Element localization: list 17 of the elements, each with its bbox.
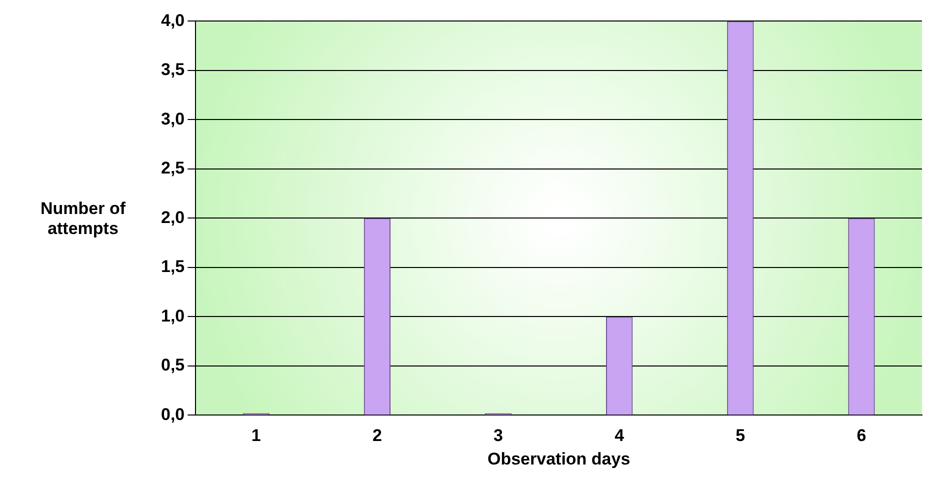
x-tick-label: 5 <box>736 426 746 446</box>
y-tick-label: 1,5 <box>160 257 185 276</box>
y-tick-label: 2,0 <box>160 208 185 227</box>
x-tick-label: 6 <box>856 426 866 446</box>
y-tick-label: 3,0 <box>160 109 185 128</box>
x-tick-label: 2 <box>372 426 382 446</box>
y-axis-title: Number of attempts <box>40 199 126 239</box>
x-tick-label: 3 <box>494 426 504 446</box>
x-axis-title: Observation days <box>487 449 630 468</box>
y-tick-label: 4,0 <box>160 10 185 30</box>
y-tick-label: 0,5 <box>160 356 185 375</box>
x-tick-label: 1 <box>251 426 261 446</box>
x-tick-label: 4 <box>614 426 625 446</box>
y-tick-label: 3,5 <box>160 60 185 80</box>
y-tick-label: 0,0 <box>160 404 185 424</box>
y-tick-label: 1,0 <box>160 306 185 326</box>
y-tick-label: 2,5 <box>160 158 185 178</box>
